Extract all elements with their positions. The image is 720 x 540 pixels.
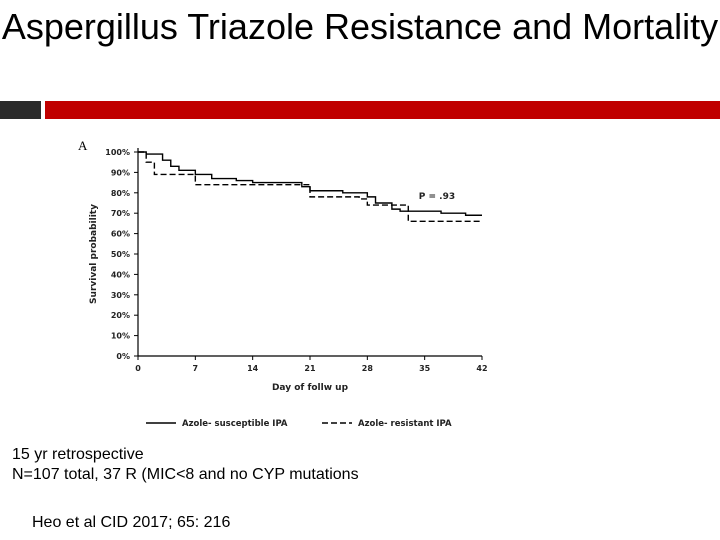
y-tick-label: 30% — [111, 291, 130, 300]
y-tick-label: 50% — [111, 250, 130, 259]
y-tick-label: 0% — [116, 352, 130, 361]
x-tick-label: 42 — [476, 364, 487, 373]
y-tick-label: 10% — [111, 332, 130, 341]
km-curve-susceptible — [138, 151, 482, 216]
title-accent-block — [0, 101, 41, 119]
y-tick-label: 20% — [111, 311, 130, 320]
x-tick-label: 14 — [247, 364, 259, 373]
legend-label: Azole- susceptible IPA — [182, 419, 288, 429]
y-tick-label: 90% — [111, 168, 130, 177]
x-tick-label: 0 — [135, 364, 141, 373]
y-tick-label: 80% — [111, 189, 130, 198]
title-underline-bar — [45, 101, 720, 119]
x-tick-label: 21 — [304, 364, 316, 373]
notes-box: 15 yr retrospective N=107 total, 37 R (M… — [12, 445, 422, 485]
y-tick-label: 40% — [111, 270, 130, 279]
legend-label: Azole- resistant IPA — [358, 419, 452, 429]
x-tick-label: 28 — [362, 364, 374, 373]
citation: Heo et al CID 2017; 65: 216 — [32, 514, 231, 531]
note-line: N=107 total, 37 R (MIC<8 and no CYP muta… — [12, 466, 359, 483]
y-tick-label: 60% — [111, 230, 130, 239]
x-tick-label: 35 — [419, 364, 431, 373]
note-line: 15 yr retrospective — [12, 446, 144, 463]
x-axis-label: Day of follw up — [272, 383, 349, 393]
km-curve-resistant — [138, 151, 482, 223]
y-tick-label: 100% — [105, 148, 130, 157]
y-tick-label: 70% — [111, 209, 130, 218]
x-tick-label: 7 — [193, 364, 199, 373]
p-value-annotation: P = .93 — [419, 192, 455, 202]
survival-chart: 0% 10% 20% 30% 40% 50% 60% 70% 80% 90% 100% 0 7 14 21 2… — [89, 148, 488, 429]
panel-letter: A — [78, 138, 88, 153]
chart-panel: 0% 10% 20% 30% 40% 50% 60% 70% 80% 90% 100% 0 7 14 21 2… — [76, 136, 496, 436]
y-axis-label: Survival probability — [89, 204, 99, 304]
slide-title: Aspergillus Triazole Resistance and Mort… — [1, 6, 719, 47]
